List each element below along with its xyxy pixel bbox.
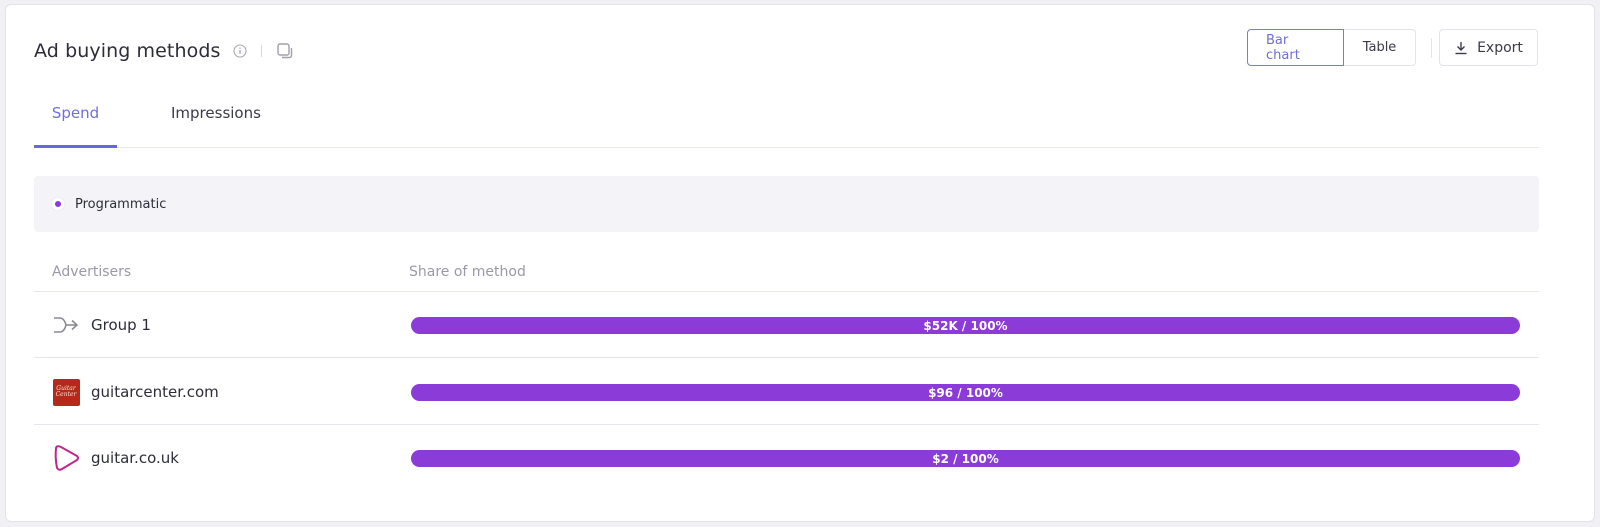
advertiser-cell: Guitar Center guitarcenter.com: [52, 359, 219, 425]
ad-buying-methods-card: Ad buying methods Bar chart Table Export…: [5, 4, 1595, 522]
info-icon[interactable]: [232, 44, 247, 58]
guitar-co-uk-logo: [52, 444, 80, 472]
table-row[interactable]: guitar.co.uk $2 / 100%: [34, 425, 1539, 491]
share-bar[interactable]: $2 / 100%: [411, 450, 1520, 467]
metric-tabs: Spend Impressions: [34, 92, 1539, 148]
header-divider: [260, 45, 262, 57]
bar-chart-toggle[interactable]: Bar chart: [1247, 29, 1344, 66]
export-label: Export: [1477, 39, 1523, 56]
share-bar[interactable]: $52K / 100%: [411, 317, 1520, 334]
tab-impressions[interactable]: Impressions: [171, 104, 261, 122]
chart-legend: Programmatic: [34, 176, 1539, 232]
tab-spend[interactable]: Spend: [34, 92, 117, 148]
card-header: Ad buying methods: [34, 35, 294, 67]
card-title: Ad buying methods: [34, 40, 221, 62]
guitarcenter-logo: Guitar Center: [52, 378, 80, 406]
share-bar[interactable]: $96 / 100%: [411, 384, 1520, 401]
download-icon: [1455, 41, 1467, 54]
copy-icon[interactable]: [276, 42, 294, 60]
legend-label-programmatic: Programmatic: [75, 196, 167, 212]
advertiser-name[interactable]: guitarcenter.com: [91, 383, 219, 401]
table-row[interactable]: Group 1 $52K / 100%: [34, 292, 1539, 358]
advertiser-name[interactable]: guitar.co.uk: [91, 449, 179, 467]
header-divider-line: [34, 291, 1539, 292]
table-row[interactable]: Guitar Center guitarcenter.com $96 / 100…: [34, 359, 1539, 425]
toolbar-divider: [1431, 38, 1432, 58]
legend-dot-programmatic: [52, 198, 64, 210]
advertiser-cell: guitar.co.uk: [52, 425, 179, 491]
export-button[interactable]: Export: [1439, 29, 1538, 66]
view-toggle: Bar chart Table: [1247, 29, 1416, 66]
advertiser-name[interactable]: Group 1: [91, 316, 151, 334]
column-header-share: Share of method: [409, 264, 526, 280]
advertiser-cell: Group 1: [52, 292, 151, 358]
table-toggle[interactable]: Table: [1344, 29, 1416, 66]
group-merge-icon: [52, 311, 80, 339]
column-header-advertisers: Advertisers: [52, 264, 132, 280]
